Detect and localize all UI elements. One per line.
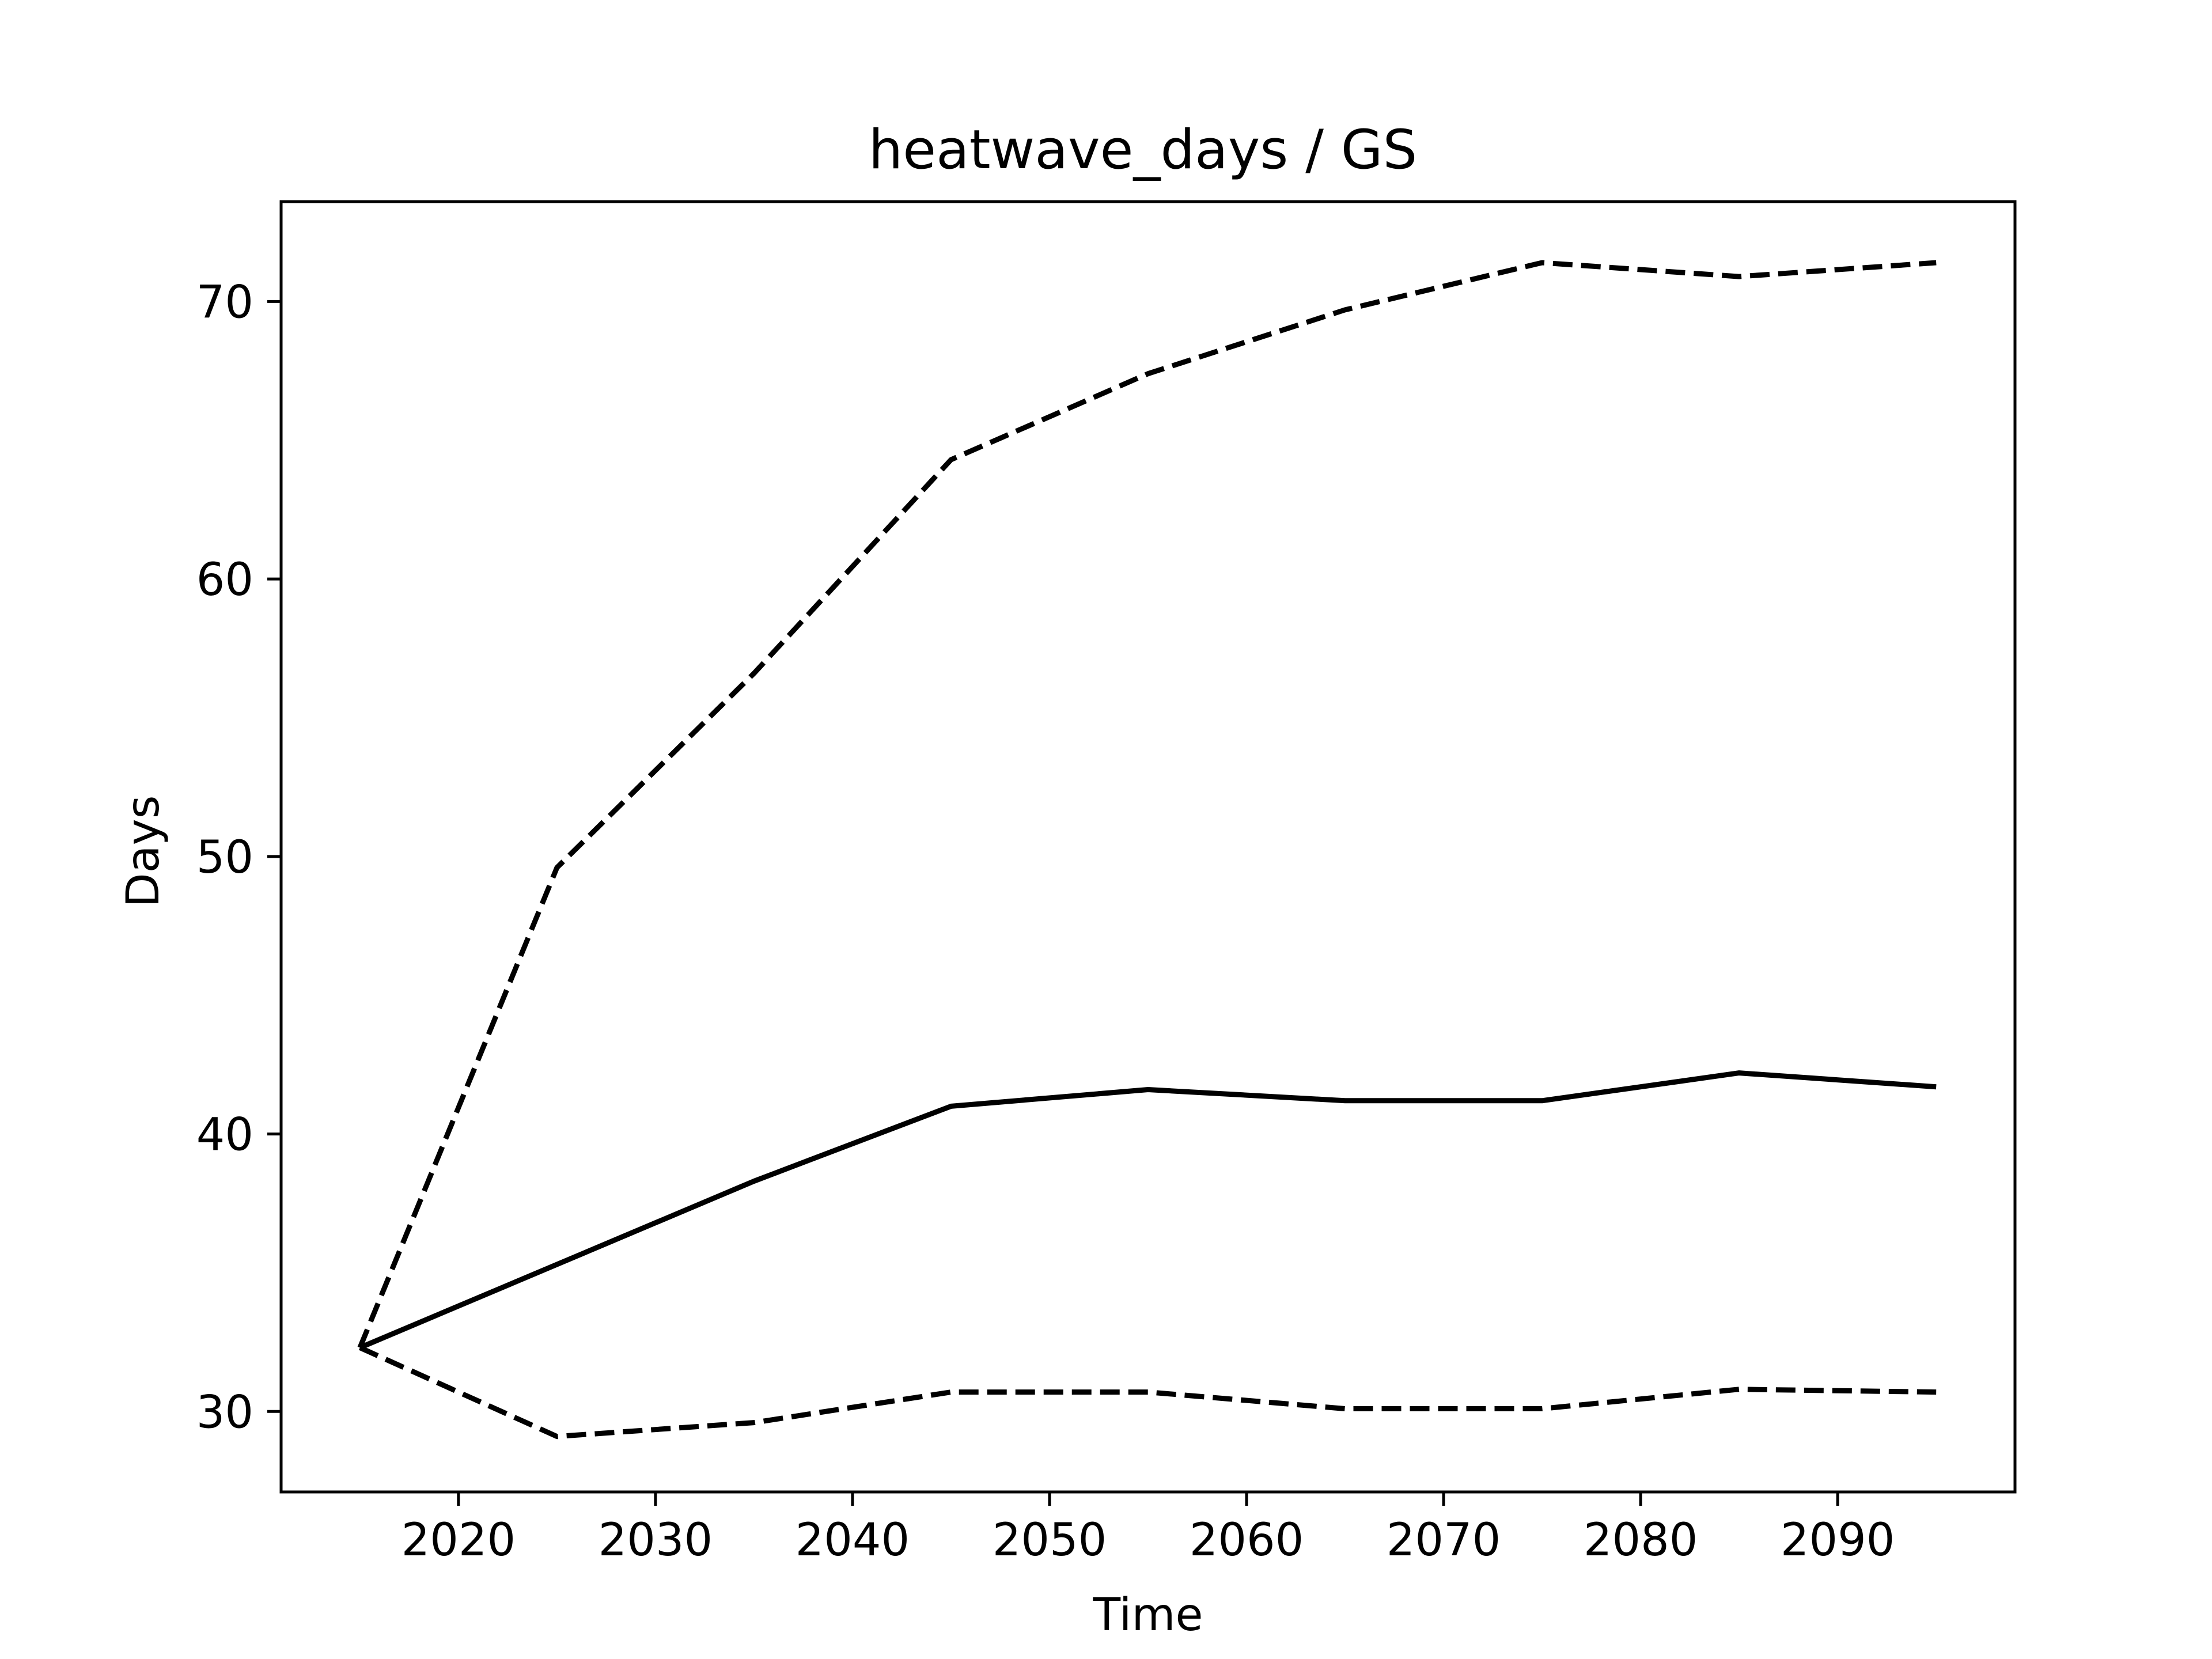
plot-series	[357, 260, 1937, 1440]
series-line-3	[358, 1345, 1937, 1440]
y-axis-ticks: 30 40 50 60 70	[196, 276, 281, 1438]
x-tick-label: 2040	[796, 1514, 910, 1566]
y-tick-label: 60	[196, 554, 253, 606]
y-tick-label: 40	[196, 1109, 253, 1161]
y-tick-label: 50	[196, 832, 253, 884]
chart-title: heatwave_days / GS	[869, 119, 1418, 181]
x-axis-ticks: 2020 2030 2040 2050 2060 2070 2080 2090	[402, 1492, 1895, 1566]
x-tick-label: 2080	[1584, 1514, 1698, 1566]
x-tick-label: 2030	[599, 1514, 713, 1566]
x-tick-label: 2050	[993, 1514, 1107, 1566]
plot-frame	[279, 200, 2017, 1494]
x-tick-label: 2060	[1190, 1514, 1304, 1566]
series-line-1	[359, 1070, 1937, 1350]
y-tick-label: 30	[196, 1387, 253, 1438]
series-line-2	[357, 260, 1937, 1349]
x-tick-label: 2020	[402, 1514, 516, 1566]
y-axis-label: Days	[118, 796, 169, 908]
x-tick-label: 2090	[1781, 1514, 1895, 1566]
x-axis-label: Time	[1093, 1589, 1203, 1641]
y-tick-label: 70	[196, 276, 253, 328]
x-tick-label: 2070	[1387, 1514, 1501, 1566]
